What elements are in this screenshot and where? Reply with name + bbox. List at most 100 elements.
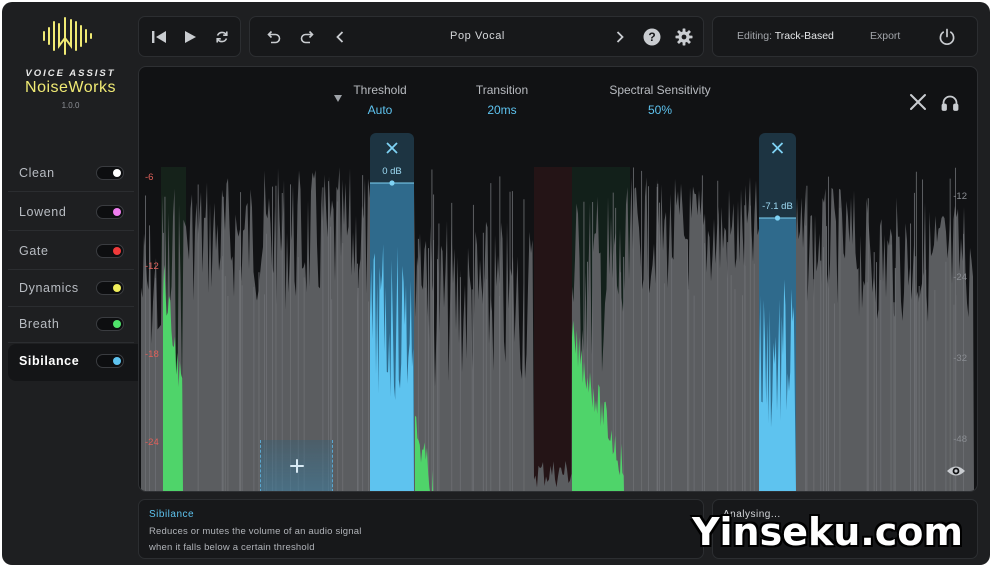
module-label: Dynamics [19, 281, 79, 295]
skip-back-button[interactable] [147, 28, 171, 46]
play-button[interactable] [178, 28, 202, 46]
analysis-status: Analysing... [723, 509, 781, 520]
redo-icon [300, 30, 314, 44]
module-toggle[interactable] [96, 205, 124, 219]
redo-button[interactable] [296, 28, 318, 46]
module-label: Sibilance [19, 354, 80, 368]
module-toggle[interactable] [96, 244, 124, 258]
editing-mode[interactable]: Editing: Track-Based [737, 30, 834, 42]
close-editor-button[interactable] [907, 91, 929, 113]
param-threshold[interactable]: Threshold Auto [300, 83, 460, 117]
band-1-waveform [370, 244, 414, 491]
param-label: Threshold [353, 83, 407, 97]
module-toggle[interactable] [96, 166, 124, 180]
eye-icon [947, 466, 965, 476]
param-value[interactable]: 50% [647, 103, 673, 117]
param-value[interactable]: 20ms [487, 103, 517, 117]
waveform-editor[interactable]: 0 dB -7.1 dB Threshold Auto Transition 20… [138, 66, 978, 492]
db-scale-right-label: -48 [953, 434, 967, 445]
sidebar: VOICE ASSIST NoiseWorks 1.0.0 Clean Lowe… [2, 2, 139, 565]
header-right-panel: Editing: Track-Based Export [712, 16, 978, 57]
db-scale-left-label: -6 [145, 172, 154, 183]
band-1-gain-label: 0 dB [382, 166, 402, 177]
detected-region [163, 264, 183, 491]
brand-name: NoiseWorks [25, 79, 116, 96]
status-dot [113, 357, 121, 365]
module-breath[interactable]: Breath [8, 307, 134, 343]
power-button[interactable] [936, 27, 958, 47]
band-2-close-icon [771, 142, 784, 154]
loop-icon [216, 31, 228, 43]
module-label: Lowend [19, 205, 67, 219]
module-info-description: Reduces or mutes the volume of an audio … [149, 526, 362, 537]
plus-icon [289, 459, 304, 473]
status-dot [113, 208, 121, 216]
module-info-title: Sibilance [149, 509, 195, 520]
module-dynamics[interactable]: Dynamics [8, 271, 134, 307]
param-spectral-sensitivity[interactable]: Spectral Sensitivity 50% [580, 83, 740, 117]
db-scale-right-label: -12 [953, 191, 967, 202]
module-toggle[interactable] [96, 317, 124, 331]
chevron-right-icon [616, 31, 624, 43]
parameter-bar: Threshold Auto Transition 20ms Spectral … [139, 83, 977, 123]
export-button[interactable]: Export [870, 30, 901, 42]
db-scale-right-label: -32 [953, 353, 967, 364]
svg-text:?: ? [648, 30, 655, 44]
module-lowend[interactable]: Lowend [8, 195, 134, 231]
waveform-display[interactable]: 0 dB -7.1 dB [139, 67, 978, 492]
module-label: Clean [19, 166, 55, 180]
settings-button[interactable] [673, 27, 695, 47]
brand-tagline: VOICE ASSIST [25, 68, 116, 79]
module-toggle[interactable] [96, 281, 124, 295]
undo-button[interactable] [263, 28, 285, 46]
undo-icon [267, 30, 281, 44]
db-scale-left-label: -24 [145, 437, 159, 448]
db-scale-right-label: -24 [953, 272, 967, 283]
db-scale-left-label: -12 [145, 261, 159, 272]
status-dot [113, 284, 121, 292]
region-tint [534, 167, 572, 491]
chevron-left-icon [336, 31, 344, 43]
headphones-icon [941, 95, 959, 111]
preset-name[interactable]: Pop Vocal [450, 30, 505, 42]
param-label: Transition [475, 83, 529, 97]
power-icon [939, 28, 955, 46]
noiseworks-logo [43, 17, 92, 55]
band-2-threshold-handle [774, 215, 781, 221]
watermark-text: Yinseku.com [692, 510, 963, 554]
module-gate[interactable]: Gate [8, 234, 134, 270]
skip-back-icon [152, 31, 166, 43]
editing-mode-value: Track-Based [774, 30, 834, 42]
app-version: 1.0.0 [61, 101, 80, 110]
module-info-description: when it falls below a certain threshold [149, 542, 315, 553]
module-clean[interactable]: Clean [8, 156, 134, 192]
listen-button[interactable] [939, 92, 961, 114]
play-icon [185, 31, 196, 43]
status-dot [113, 169, 121, 177]
band-2-waveform [759, 279, 796, 491]
param-value[interactable]: Auto [367, 103, 393, 117]
module-label: Breath [19, 317, 60, 331]
help-button[interactable]: ? [641, 27, 663, 47]
loop-button[interactable] [210, 28, 234, 46]
help-icon: ? [643, 28, 661, 46]
visibility-button[interactable] [945, 462, 967, 480]
module-sibilance[interactable]: Sibilance [8, 344, 139, 381]
param-transition[interactable]: Transition 20ms [422, 83, 582, 117]
threshold-dropdown-caret[interactable] [334, 95, 342, 102]
status-dot [113, 247, 121, 255]
detected-region [572, 320, 624, 491]
next-preset-button[interactable] [610, 28, 630, 46]
add-band-button[interactable] [260, 440, 333, 491]
db-scale-left-label: -18 [145, 349, 159, 360]
param-label: Spectral Sensitivity [609, 83, 711, 97]
close-icon [910, 94, 926, 110]
previous-preset-button[interactable] [330, 28, 350, 46]
module-toggle[interactable] [96, 354, 124, 368]
gear-icon [675, 28, 693, 46]
module-label: Gate [19, 244, 49, 258]
detected-region [415, 415, 433, 491]
band-2-gain-label: -7.1 dB [762, 201, 793, 212]
band-1-close-icon [386, 142, 398, 154]
